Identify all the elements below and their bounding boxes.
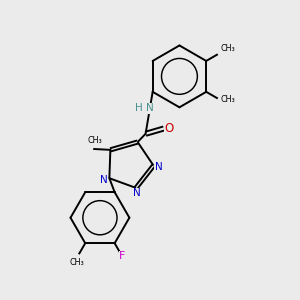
Text: CH₃: CH₃: [87, 136, 102, 145]
Text: N: N: [133, 188, 140, 198]
Text: F: F: [119, 251, 125, 262]
Text: CH₃: CH₃: [69, 258, 84, 267]
Text: O: O: [164, 122, 174, 135]
Text: N: N: [155, 162, 163, 172]
Text: CH₃: CH₃: [220, 95, 235, 104]
Text: N: N: [100, 175, 108, 185]
Text: CH₃: CH₃: [220, 44, 235, 53]
Text: N: N: [146, 103, 154, 113]
Text: H: H: [135, 103, 143, 113]
